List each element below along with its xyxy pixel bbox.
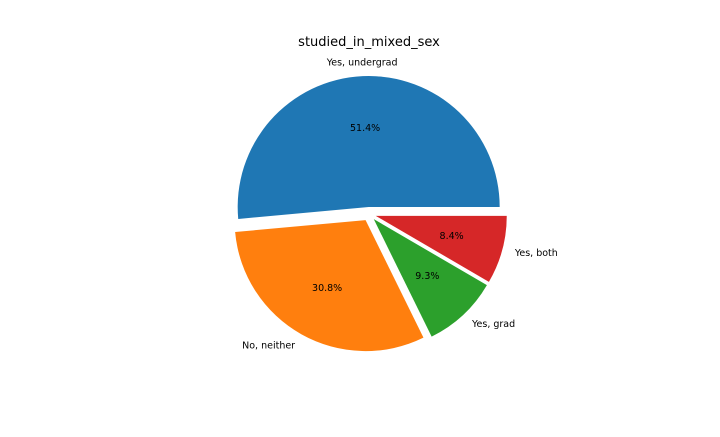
slice-label-yes-undergrad: Yes, undergrad <box>326 58 398 69</box>
pie-slice-yes-grad <box>373 219 487 337</box>
chart-title: studied_in_mixed_sex <box>298 35 440 50</box>
slice-label-yes-grad: Yes, grad <box>471 319 515 330</box>
pct-label-no-neither: 30.8% <box>312 283 342 294</box>
pie-slice-yes-undergrad <box>237 76 500 219</box>
pie-labels: Yes, undergrad 51.4% No, neither 30.8% Yes, … <box>242 58 558 352</box>
pie-slices <box>235 76 507 352</box>
pct-label-yes-both: 8.4% <box>440 231 464 242</box>
slice-label-no-neither: No, neither <box>242 340 295 351</box>
pct-label-yes-undergrad: 51.4% <box>350 123 380 134</box>
pie-slice-no-neither <box>235 220 424 352</box>
slice-label-yes-both: Yes, both <box>514 248 558 259</box>
pie-slice-yes-both <box>375 215 507 282</box>
pct-label-yes-grad: 9.3% <box>415 271 439 282</box>
